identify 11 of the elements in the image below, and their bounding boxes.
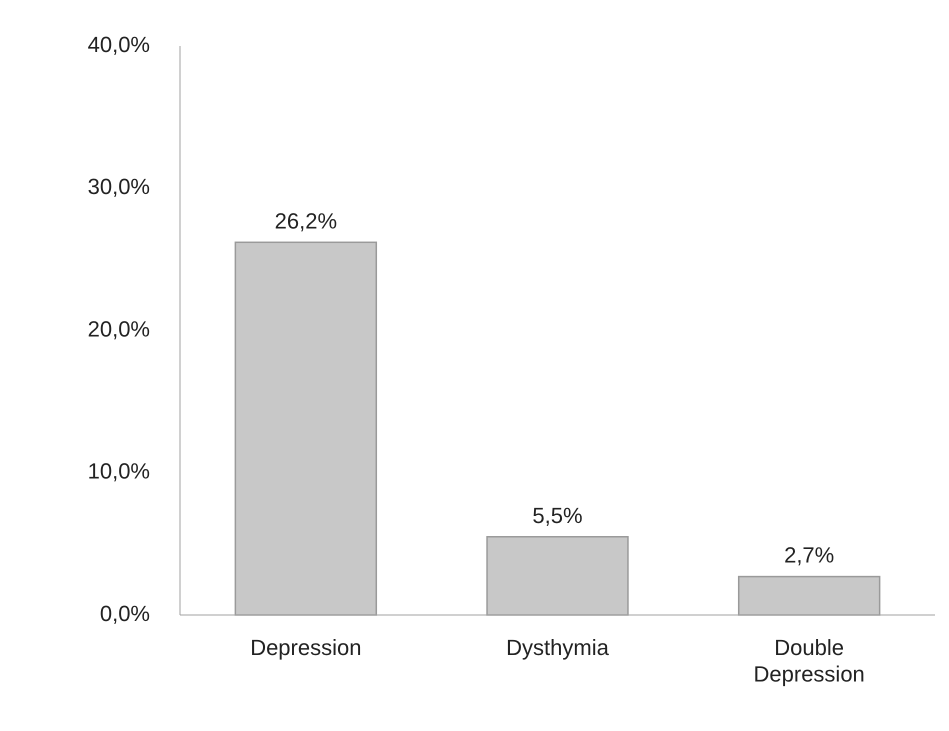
- x-tick-label: Double Depression: [754, 635, 865, 686]
- x-tick-label: Depression: [250, 635, 362, 660]
- data-label: 2,7%: [784, 542, 834, 568]
- y-tick-label: 20,0%: [88, 316, 150, 342]
- x-tick-label: Dysthymia: [506, 635, 610, 660]
- y-tick-label: 40,0%: [88, 32, 150, 57]
- data-label: 5,5%: [532, 502, 583, 528]
- y-tick-label: 30,0%: [88, 174, 150, 200]
- y-tick-label: 0,0%: [100, 600, 150, 626]
- y-tick-label: 10,0%: [88, 458, 150, 484]
- data-label: 26,2%: [274, 208, 338, 234]
